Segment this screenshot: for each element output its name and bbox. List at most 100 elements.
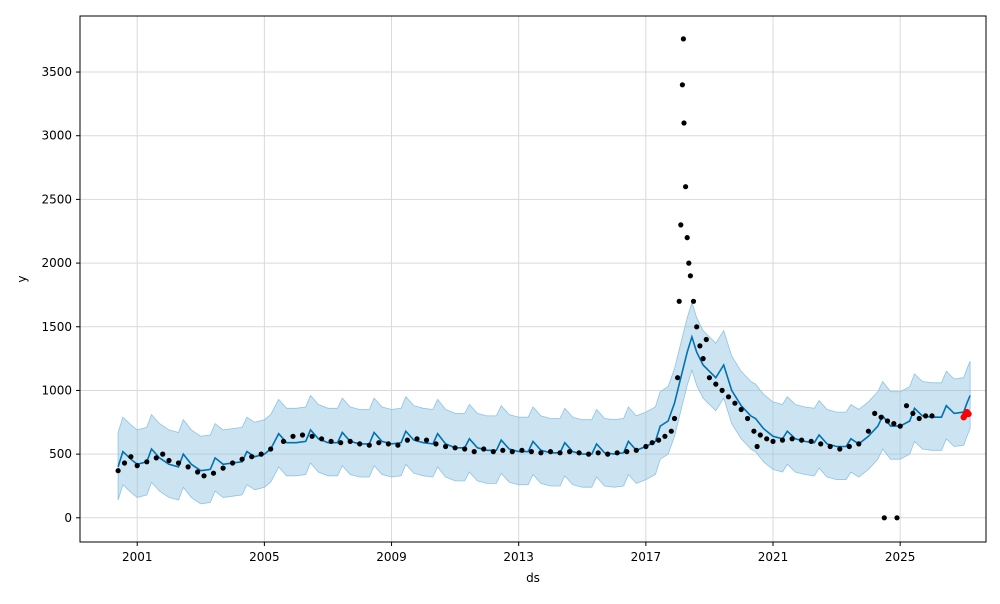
observed-point — [567, 449, 573, 455]
observed-point — [837, 446, 843, 452]
observed-point — [684, 235, 690, 241]
observed-point — [185, 464, 191, 470]
observed-point — [827, 443, 833, 450]
observed-point — [557, 450, 563, 456]
observed-point — [338, 440, 344, 446]
observed-point — [309, 433, 315, 439]
observed-point — [738, 406, 744, 413]
observed-point — [249, 454, 255, 460]
observed-point — [662, 433, 668, 439]
observed-point — [268, 446, 274, 452]
observed-point — [576, 450, 582, 456]
x-tick-label: 2025 — [885, 550, 916, 564]
plot-frame — [79, 15, 987, 543]
observed-point — [846, 443, 852, 450]
observed-point — [751, 428, 757, 434]
observed-point — [115, 468, 121, 474]
observed-point — [732, 400, 738, 406]
observed-point — [433, 441, 439, 447]
y-tick-label: 3500 — [41, 65, 72, 79]
observed-point — [757, 432, 763, 438]
observed-point — [680, 36, 687, 42]
y-axis-title: y — [15, 275, 29, 282]
observed-point — [357, 441, 363, 447]
x-tick-label: 2001 — [122, 550, 153, 564]
observed-point — [366, 442, 372, 448]
observed-point — [280, 438, 287, 444]
observed-point — [633, 447, 639, 453]
y-tick-label: 2500 — [41, 192, 72, 206]
observed-point — [856, 441, 862, 447]
observed-point — [789, 436, 795, 442]
observed-point — [764, 436, 770, 442]
y-tick-label: 1000 — [41, 383, 72, 397]
observed-point — [134, 463, 140, 469]
observed-point — [490, 449, 496, 455]
observed-point — [121, 460, 128, 466]
x-tick-label: 2021 — [758, 550, 789, 564]
observed-point — [376, 440, 382, 446]
observed-point — [903, 403, 910, 409]
observed-point — [471, 449, 477, 455]
x-tick-label: 2017 — [631, 550, 662, 564]
observed-point — [452, 445, 458, 451]
observed-point — [897, 423, 903, 429]
observed-point — [719, 387, 725, 393]
observed-point — [462, 446, 468, 452]
observed-point — [865, 428, 872, 434]
observed-point — [799, 437, 805, 443]
observed-point — [754, 443, 760, 450]
observed-point — [770, 438, 776, 444]
observed-point — [210, 470, 217, 476]
observed-point — [687, 273, 694, 279]
observed-point — [676, 298, 682, 304]
observed-point — [923, 413, 929, 419]
observed-point — [423, 437, 430, 443]
observed-point — [144, 459, 150, 465]
observed-point — [519, 447, 525, 453]
observed-point — [910, 410, 916, 416]
observed-point — [624, 449, 630, 455]
observed-point — [713, 381, 719, 387]
y-tick-label: 1500 — [41, 320, 72, 334]
observed-point — [290, 433, 296, 439]
observed-point — [671, 415, 678, 422]
x-tick-label: 2005 — [249, 550, 280, 564]
uncertainty-band — [117, 301, 971, 505]
observed-point — [230, 460, 236, 466]
x-tick-label: 2009 — [376, 550, 407, 564]
observed-point — [891, 421, 897, 427]
observed-point — [881, 515, 887, 521]
y-tick-label: 2000 — [41, 256, 72, 270]
observed-point — [175, 460, 182, 466]
observed-point — [725, 394, 732, 400]
uncertainty-band-layer — [117, 301, 971, 505]
observed-point — [683, 184, 689, 190]
observed-point — [605, 451, 611, 457]
observed-point — [404, 437, 410, 443]
observed-point — [166, 457, 172, 464]
observed-point — [779, 437, 786, 443]
observed-point — [878, 414, 884, 420]
observed-point — [153, 455, 159, 461]
observed-point — [220, 465, 226, 471]
observed-point — [538, 450, 544, 456]
observed-point — [697, 343, 703, 349]
recent-observed-point — [965, 410, 972, 418]
observed-point — [258, 451, 264, 457]
observed-point — [681, 120, 687, 126]
observed-point — [239, 456, 245, 462]
y-tick-label: 0 — [64, 511, 72, 525]
observed-point — [328, 438, 334, 444]
observed-point — [694, 324, 700, 330]
observed-point — [894, 515, 900, 521]
observed-point — [818, 441, 824, 447]
observed-point — [703, 336, 709, 343]
observed-point — [414, 436, 420, 442]
observed-point — [745, 415, 751, 422]
observed-point — [160, 451, 166, 457]
observed-point — [643, 443, 649, 450]
observed-point — [706, 375, 713, 381]
